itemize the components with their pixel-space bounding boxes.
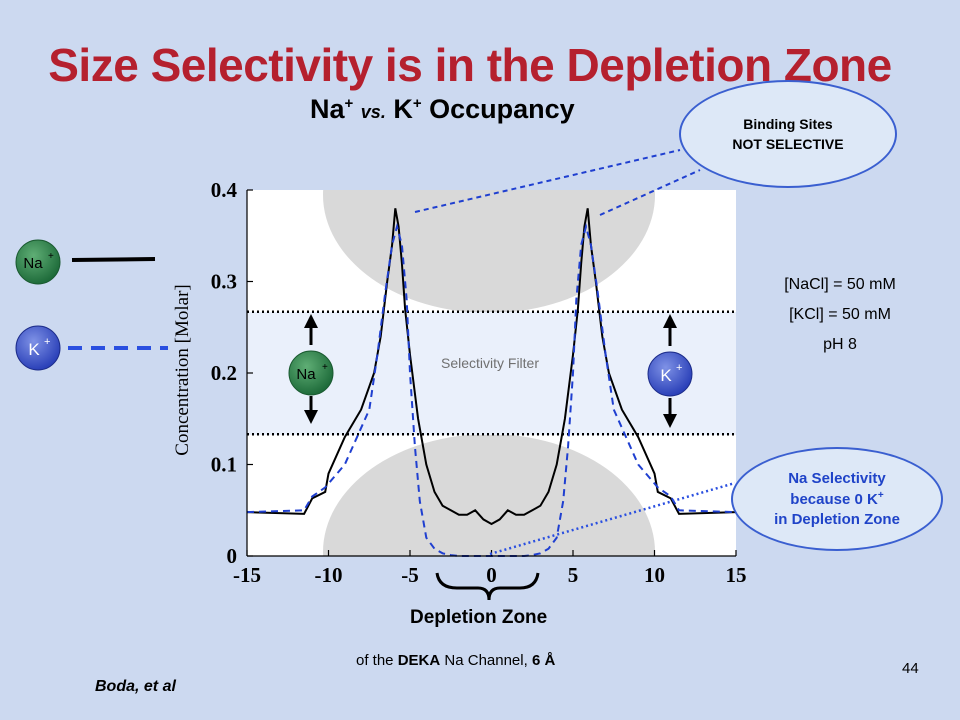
legend-na-ion [15,239,61,285]
svg-text:+: + [676,362,682,374]
nacl-condition: [NaCl] = 50 mM [784,276,896,293]
k-ion-in-filter: K + [647,314,693,428]
legend-k-label: K [28,340,40,359]
svg-text:+: + [48,251,54,262]
k-ion-label: K [660,366,672,385]
legend-k-ion [15,325,61,371]
citation: Boda, et al [95,678,176,695]
x-tick-label: -5 [401,563,419,587]
y-tick-label: 0 [227,544,238,568]
y-tick-label: 0.1 [211,453,237,477]
legend-na-label: Na [23,255,43,272]
y-tick-label: 0.3 [211,270,237,294]
x-tick-label: 10 [644,563,665,587]
y-tick-label: 0.2 [211,361,237,385]
x-tick-label: 0 [486,563,497,587]
svg-text:+: + [44,336,50,348]
channel-footnote: of the DEKA Na Channel, 6 Å [356,652,556,669]
y-axis-label: Concentration [Molar] [172,284,193,455]
x-tick-label: -15 [233,563,261,587]
na-ion-label: Na [296,366,316,383]
lower-protein-region [323,434,655,556]
binding-pointer-right [599,169,701,216]
legend-na-line [71,257,156,262]
binding-pointer-left [414,149,681,213]
selectivity-filter-label: Selectivity Filter [441,355,539,371]
y-tick-label: 0.4 [211,178,238,202]
kcl-condition: [KCl] = 50 mM [789,306,891,323]
depletion-zone-label: Depletion Zone [410,607,548,628]
slide-subtitle: Na+ vs. K+ Occupancy [310,94,575,124]
na-selectivity-callout: Na Selectivity because 0 K+ in Depletion… [731,447,943,551]
depletion-zone-brace [435,572,540,601]
x-tick-label: -10 [315,563,343,587]
x-tick-label: 15 [726,563,747,587]
ph-condition: pH 8 [823,336,857,353]
legend: Na + K + [15,239,168,371]
page-number: 44 [902,660,919,677]
svg-text:+: + [322,362,328,373]
na-ion-in-filter: Na + [288,314,334,424]
binding-sites-callout: Binding Sites NOT SELECTIVE [679,80,897,188]
x-tick-label: 5 [568,563,579,587]
